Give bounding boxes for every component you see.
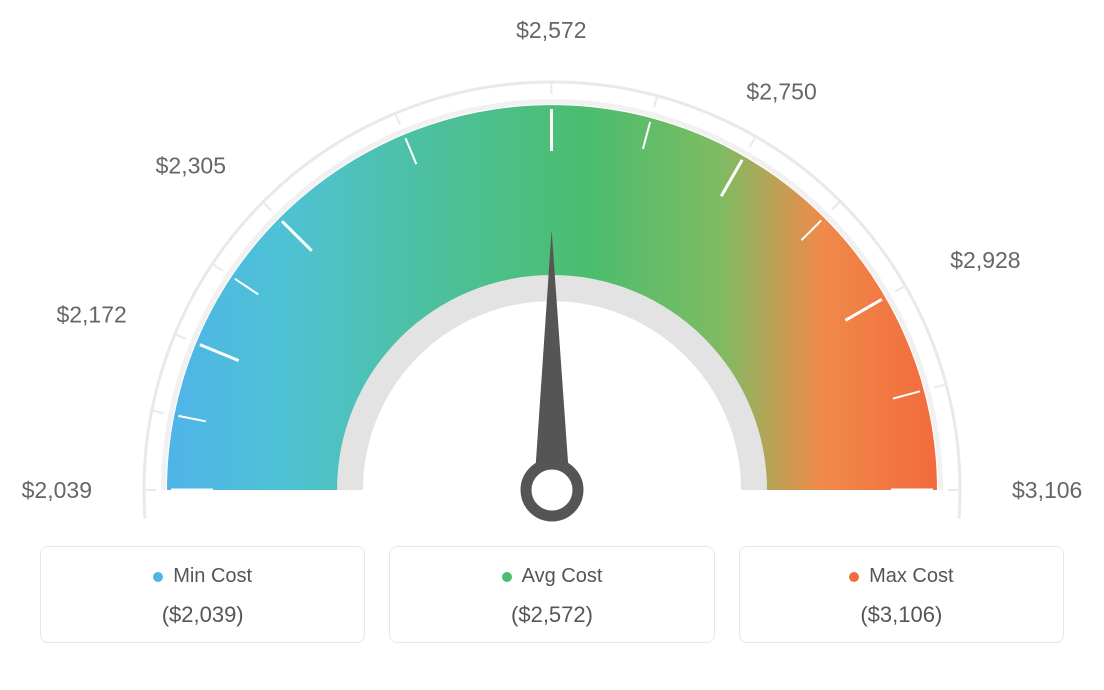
gauge-axis-tick xyxy=(153,411,164,413)
gauge-tick-label: $2,928 xyxy=(950,247,1020,273)
gauge-axis-tick xyxy=(654,97,657,108)
legend-label-max: Max Cost xyxy=(869,565,953,588)
legend-title-avg: Avg Cost xyxy=(502,565,603,588)
legend-row: Min Cost ($2,039) Avg Cost ($2,572) Max … xyxy=(0,540,1104,643)
legend-label-min: Min Cost xyxy=(173,565,252,588)
legend-dot-min xyxy=(153,572,163,582)
gauge-axis-tick xyxy=(895,286,905,292)
legend-value-min: ($2,039) xyxy=(51,602,354,628)
gauge-axis-tick xyxy=(396,114,400,124)
gauge-tick-label: $2,039 xyxy=(22,477,92,503)
gauge-axis-tick xyxy=(934,385,945,388)
legend-label-avg: Avg Cost xyxy=(522,565,603,588)
gauge-axis-tick xyxy=(264,203,272,211)
gauge-tick-label: $2,750 xyxy=(746,78,816,104)
legend-title-max: Max Cost xyxy=(849,565,953,588)
legend-title-min: Min Cost xyxy=(153,565,252,588)
gauge-axis-tick xyxy=(176,335,186,339)
legend-card-min: Min Cost ($2,039) xyxy=(40,546,365,643)
legend-value-max: ($3,106) xyxy=(750,602,1053,628)
legend-card-avg: Avg Cost ($2,572) xyxy=(389,546,714,643)
gauge-svg: $2,039 $2,172 $2,305 $2,572 $2,750 $2,928 $3,1… xyxy=(0,0,1104,540)
gauge-axis-tick xyxy=(213,264,222,270)
gauge-tick-label: $2,172 xyxy=(56,301,126,327)
gauge-tick-label: $2,305 xyxy=(156,152,226,178)
legend-dot-avg xyxy=(502,572,512,582)
gauge-needle-hub xyxy=(526,464,578,516)
legend-card-max: Max Cost ($3,106) xyxy=(739,546,1064,643)
gauge-tick-label: $3,106 xyxy=(1012,477,1082,503)
gauge-tick-label: $2,572 xyxy=(516,17,586,43)
legend-value-avg: ($2,572) xyxy=(400,602,703,628)
gauge-axis-tick xyxy=(832,202,840,210)
legend-dot-max xyxy=(849,572,859,582)
gauge-axis-tick xyxy=(750,137,755,147)
cost-gauge: $2,039 $2,172 $2,305 $2,572 $2,750 $2,928 $3,1… xyxy=(0,0,1104,540)
